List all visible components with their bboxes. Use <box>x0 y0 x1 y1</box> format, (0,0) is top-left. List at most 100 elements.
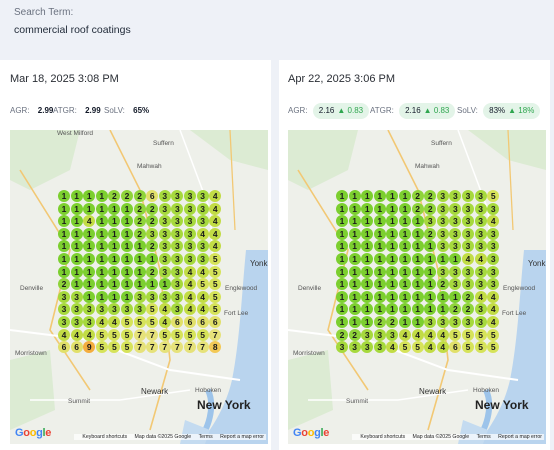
rank-dot[interactable]: 1 <box>361 227 374 240</box>
rank-dot[interactable]: 3 <box>474 190 487 202</box>
rank-dot[interactable]: 5 <box>449 328 462 341</box>
rank-dot[interactable]: 4 <box>83 215 96 228</box>
rank-dot[interactable]: 1 <box>361 316 374 328</box>
rank-dot[interactable]: 5 <box>133 316 146 328</box>
rank-dot[interactable]: 1 <box>348 215 361 228</box>
rank-dot[interactable]: 1 <box>348 202 361 215</box>
rank-dot[interactable]: 4 <box>436 341 449 354</box>
rank-dot[interactable]: 3 <box>133 303 146 316</box>
rank-dot[interactable]: 5 <box>121 328 133 341</box>
rank-dot[interactable]: 1 <box>411 240 424 253</box>
rank-dot[interactable]: 1 <box>424 265 437 278</box>
rank-dot[interactable]: 3 <box>158 290 171 303</box>
rank-dot[interactable]: 3 <box>184 240 196 253</box>
rank-dot[interactable]: 1 <box>336 278 348 291</box>
rank-dot[interactable]: 1 <box>83 240 96 253</box>
rank-dot[interactable]: 1 <box>348 278 361 291</box>
rank-dot[interactable]: 3 <box>449 202 462 215</box>
rank-dot[interactable]: 1 <box>399 202 411 215</box>
rank-dot[interactable]: 1 <box>411 316 424 328</box>
rank-dot[interactable]: 3 <box>121 303 133 316</box>
rank-dot[interactable]: 1 <box>361 278 374 291</box>
rank-dot[interactable]: 1 <box>399 290 411 303</box>
rank-dot[interactable]: 3 <box>158 227 171 240</box>
rank-dot[interactable]: 1 <box>386 253 399 265</box>
rank-dot[interactable]: 1 <box>83 227 96 240</box>
rank-dot[interactable]: 3 <box>158 253 171 265</box>
rank-dot[interactable]: 5 <box>474 328 487 341</box>
rank-dot[interactable]: 3 <box>196 253 209 265</box>
rank-dot[interactable]: 5 <box>196 328 209 341</box>
rank-dot[interactable]: 1 <box>424 290 437 303</box>
rank-dot[interactable]: 3 <box>158 190 171 202</box>
terms-link[interactable]: Terms <box>476 434 491 440</box>
rank-dot[interactable]: 4 <box>209 227 222 240</box>
rank-dot[interactable]: 5 <box>95 328 108 341</box>
rank-dot[interactable]: 3 <box>474 278 487 291</box>
rank-dot[interactable]: 3 <box>449 265 462 278</box>
rank-dot[interactable]: 1 <box>95 227 108 240</box>
rank-dot[interactable]: 1 <box>436 303 449 316</box>
rank-dot[interactable]: 1 <box>121 240 133 253</box>
rank-dot[interactable]: 3 <box>171 265 184 278</box>
rank-dot[interactable]: 5 <box>399 341 411 354</box>
rank-dot[interactable]: 3 <box>158 240 171 253</box>
rank-dot[interactable]: 1 <box>386 202 399 215</box>
rank-dot[interactable]: 1 <box>146 253 159 265</box>
rank-dot[interactable]: 6 <box>171 316 184 328</box>
rank-dot[interactable]: 3 <box>474 227 487 240</box>
rank-dot[interactable]: 4 <box>209 240 222 253</box>
rank-dot[interactable]: 1 <box>361 265 374 278</box>
rank-dot[interactable]: 5 <box>462 341 474 354</box>
rank-dot[interactable]: 6 <box>196 316 209 328</box>
rank-dot[interactable]: 3 <box>158 265 171 278</box>
rank-dot[interactable]: 1 <box>58 227 70 240</box>
rank-dot[interactable]: 3 <box>70 316 83 328</box>
rank-dot[interactable]: 3 <box>474 240 487 253</box>
rank-dot[interactable]: 1 <box>108 278 121 291</box>
rank-dot[interactable]: 1 <box>108 215 121 228</box>
rank-dot[interactable]: 2 <box>411 190 424 202</box>
rank-dot[interactable]: 3 <box>196 215 209 228</box>
rank-dot[interactable]: 1 <box>361 253 374 265</box>
rank-dot[interactable]: 3 <box>184 227 196 240</box>
rank-dot[interactable]: 5 <box>462 328 474 341</box>
rank-dot[interactable]: 7 <box>146 341 159 354</box>
rank-dot[interactable]: 3 <box>348 341 361 354</box>
rank-dot[interactable]: 1 <box>121 215 133 228</box>
rank-dot[interactable]: 1 <box>399 190 411 202</box>
rank-dot[interactable]: 3 <box>83 303 96 316</box>
rank-dot[interactable]: 3 <box>436 202 449 215</box>
rank-dot[interactable]: 3 <box>171 190 184 202</box>
rank-dot[interactable]: 5 <box>209 265 222 278</box>
rank-dot[interactable]: 7 <box>184 341 196 354</box>
rank-dot[interactable]: 1 <box>411 290 424 303</box>
rank-dot[interactable]: 1 <box>336 215 348 228</box>
rank-dot[interactable]: 2 <box>121 190 133 202</box>
rank-dot[interactable]: 5 <box>95 341 108 354</box>
keyboard-shortcuts-link[interactable]: Keyboard shortcuts <box>360 434 406 440</box>
rank-dot[interactable]: 1 <box>361 303 374 316</box>
rank-dot[interactable]: 3 <box>436 316 449 328</box>
rank-dot[interactable]: 3 <box>449 227 462 240</box>
rank-dot[interactable]: 1 <box>108 265 121 278</box>
report-error-link[interactable]: Report a map error <box>220 434 264 440</box>
rank-dot[interactable]: 1 <box>95 190 108 202</box>
rank-dot[interactable]: 7 <box>209 328 222 341</box>
rank-dot[interactable]: 3 <box>58 316 70 328</box>
rank-dot[interactable]: 1 <box>373 215 386 228</box>
rank-dot[interactable]: 3 <box>436 240 449 253</box>
rank-dot[interactable]: 4 <box>158 316 171 328</box>
rank-dot[interactable]: 3 <box>373 328 386 341</box>
rank-dot[interactable]: 3 <box>158 215 171 228</box>
rank-dot[interactable]: 1 <box>58 240 70 253</box>
rank-dot[interactable]: 3 <box>133 290 146 303</box>
rank-dot[interactable]: 1 <box>95 253 108 265</box>
rank-dot[interactable]: 7 <box>196 341 209 354</box>
rank-dot[interactable]: 5 <box>146 303 159 316</box>
rank-dot[interactable]: 1 <box>399 253 411 265</box>
rank-dot[interactable]: 1 <box>449 290 462 303</box>
rank-dot[interactable]: 3 <box>462 240 474 253</box>
rank-dot[interactable]: 5 <box>108 341 121 354</box>
rank-dot[interactable]: 1 <box>70 253 83 265</box>
